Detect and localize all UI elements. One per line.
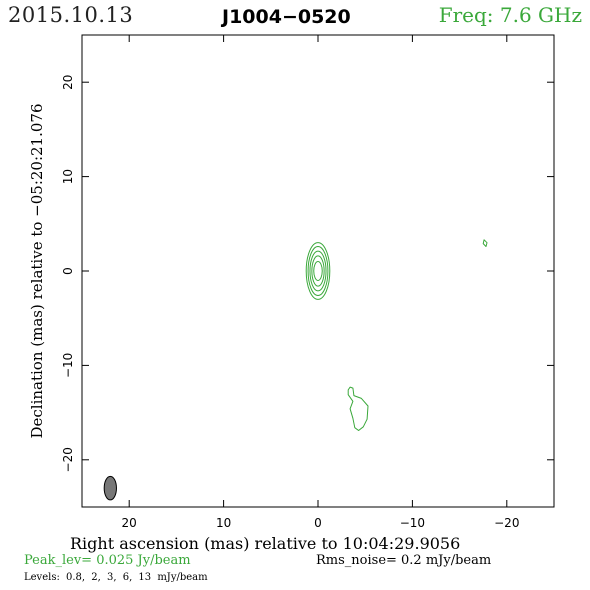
x-tick-label: 20 <box>122 516 137 530</box>
source-name: J1004−0520 <box>222 6 351 28</box>
contour-levels: Levels: 0.8, 2, 3, 6, 13 mJy/beam <box>24 572 208 583</box>
axis-ticks <box>82 35 554 507</box>
rms-noise: Rms_noise= 0.2 mJy/beam <box>316 553 492 568</box>
y-tick-label: 0 <box>61 267 75 275</box>
core-contour <box>305 242 331 300</box>
core-contour <box>313 261 323 281</box>
plot-frame <box>81 34 555 508</box>
jet-contour <box>347 386 369 431</box>
beam-ellipse <box>103 475 117 501</box>
y-tick-label: 10 <box>61 169 75 184</box>
core-contour <box>309 250 327 292</box>
beam-layer <box>103 475 117 501</box>
core-contour <box>307 245 329 297</box>
axis-tick-labels: 20 10 0 −10 −20 20 10 0 −10 −20 <box>61 75 519 530</box>
core-contour <box>311 255 325 287</box>
frequency-label: Freq: 7.6 GHz <box>438 3 582 27</box>
y-tick-label: −10 <box>61 353 75 378</box>
y-tick-label: 20 <box>61 75 75 90</box>
contour-layer <box>305 239 488 431</box>
x-tick-label: −20 <box>494 516 519 530</box>
peak-level: Peak_lev= 0.025 Jy/beam <box>24 553 191 568</box>
x-axis-label: Right ascension (mas) relative to 10:04:… <box>70 534 461 553</box>
x-tick-label: −10 <box>400 516 425 530</box>
y-tick-label: −20 <box>61 447 75 472</box>
y-axis-label: Declination (mas) relative to −05:20:21.… <box>28 103 46 438</box>
x-tick-label: 0 <box>314 516 322 530</box>
x-tick-label: 10 <box>216 516 231 530</box>
knot-contour <box>482 239 488 247</box>
observation-date: 2015.10.13 <box>8 3 134 27</box>
